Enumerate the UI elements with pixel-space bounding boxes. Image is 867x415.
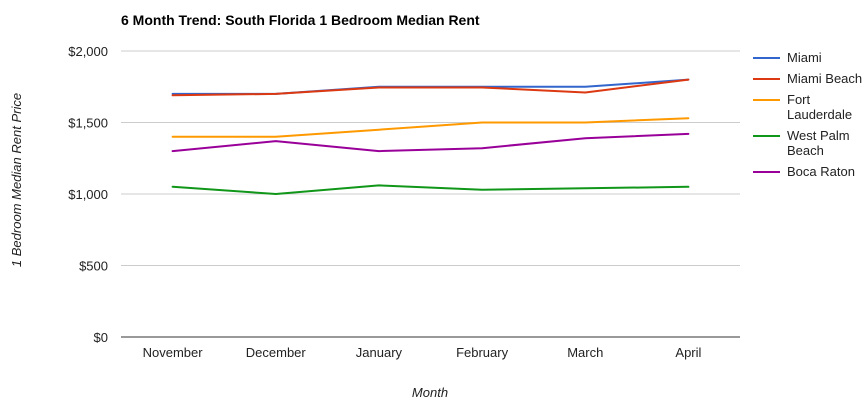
series-boca-raton bbox=[171, 132, 690, 153]
x-tick-label: March bbox=[567, 345, 603, 360]
y-tick-label: $0 bbox=[94, 330, 108, 345]
y-axis-title: 1 Bedroom Median Rent Price bbox=[9, 93, 24, 267]
y-tick-label: $1,000 bbox=[68, 187, 108, 202]
x-axis-ticks: November December January February March Apri… bbox=[143, 345, 702, 360]
legend-label: Miami bbox=[787, 50, 822, 65]
series-lines bbox=[171, 78, 690, 195]
y-tick-label: $1,500 bbox=[68, 116, 108, 131]
series-miami-beach bbox=[171, 78, 690, 97]
legend: Miami Miami Beach Fort Lauderdale West Palm B… bbox=[753, 50, 862, 179]
x-tick-label: April bbox=[675, 345, 701, 360]
legend-label: Boca Raton bbox=[787, 164, 855, 179]
legend-item-boca-raton: Boca Raton bbox=[753, 164, 855, 179]
x-tick-label: November bbox=[143, 345, 204, 360]
y-tick-label: $2,000 bbox=[68, 44, 108, 59]
x-tick-label: January bbox=[356, 345, 403, 360]
series-line-fort-lauderdale bbox=[171, 117, 690, 138]
series-west-palm-beach bbox=[171, 184, 690, 195]
x-tick-label: December bbox=[246, 345, 307, 360]
series-line-miami-beach bbox=[171, 78, 690, 97]
y-tick-label: $500 bbox=[79, 259, 108, 274]
legend-label: Fort Lauderdale bbox=[787, 92, 852, 122]
gridlines bbox=[121, 50, 740, 338]
legend-item-west-palm-beach: West Palm Beach bbox=[753, 128, 850, 158]
legend-item-miami: Miami bbox=[753, 50, 822, 65]
legend-item-miami-beach: Miami Beach bbox=[753, 71, 862, 86]
series-line-boca-raton bbox=[171, 132, 690, 153]
series-line-west-palm-beach bbox=[171, 184, 690, 195]
legend-item-fort-lauderdale: Fort Lauderdale bbox=[753, 92, 852, 122]
legend-label: Miami Beach bbox=[787, 71, 862, 86]
y-axis-ticks: $0 $500 $1,000 $1,500 $2,000 bbox=[68, 44, 108, 345]
x-axis-title: Month bbox=[412, 385, 448, 400]
series-fort-lauderdale bbox=[171, 117, 690, 138]
legend-label: West Palm Beach bbox=[787, 128, 850, 158]
chart-title: 6 Month Trend: South Florida 1 Bedroom M… bbox=[121, 12, 480, 28]
x-tick-label: February bbox=[456, 345, 509, 360]
